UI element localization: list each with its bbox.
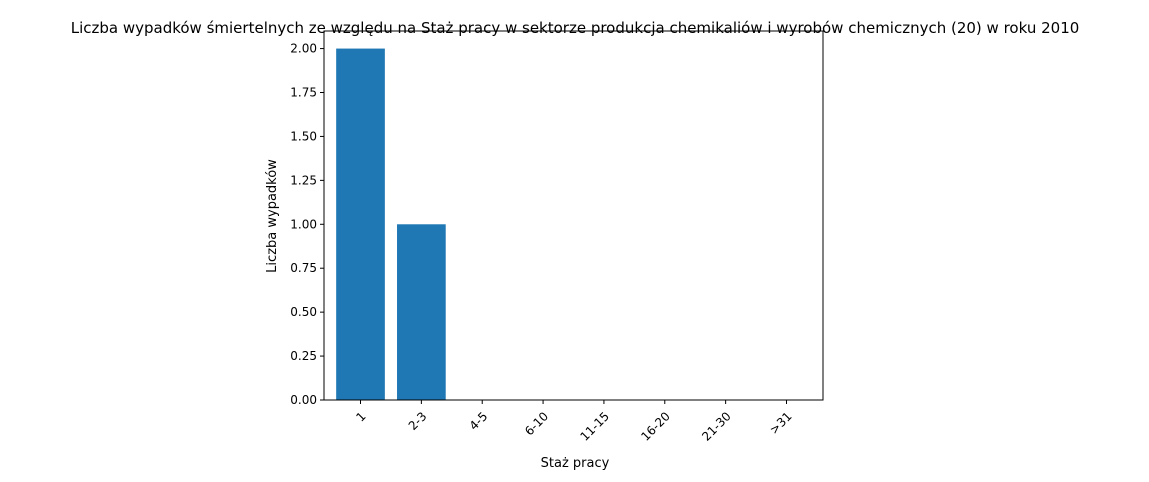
- bars-group: [336, 48, 446, 400]
- y-axis-label: Liczba wypadków: [265, 159, 280, 273]
- x-tick-label: 11-15: [577, 409, 612, 444]
- bar-1: [397, 224, 446, 400]
- x-tick-label: 2-3: [406, 409, 430, 433]
- y-tick-label: 0.00: [290, 393, 317, 407]
- y-tick-label: 1.25: [290, 173, 317, 187]
- x-axis-label: Staż pracy: [541, 456, 610, 471]
- y-tick-label: 0.50: [290, 305, 317, 319]
- y-tick-label: 1.75: [290, 86, 317, 100]
- x-tick-label: 1: [353, 409, 368, 424]
- x-tick-label: 21-30: [699, 409, 734, 444]
- x-tick-label: 4-5: [467, 409, 491, 433]
- bar-0: [336, 48, 385, 400]
- plot-frame: [323, 30, 824, 401]
- y-tick-label: 2.00: [290, 42, 317, 56]
- x-tick-label: 6-10: [522, 409, 551, 438]
- y-tick-label: 1.50: [290, 129, 317, 143]
- y-tick-label: 0.25: [290, 349, 317, 363]
- y-tick-label: 0.75: [290, 261, 317, 275]
- x-tick-label: 16-20: [638, 409, 673, 444]
- x-tick-label: >31: [767, 409, 795, 437]
- chart-title: Liczba wypadków śmiertelnych ze względu …: [71, 19, 1080, 37]
- y-axis: 0.00 0.25 0.50 0.75 1.00 1.25 1.50 1.75 2.00: [290, 42, 324, 407]
- x-axis: 1 2-3 4-5 6-10 11-15 16-20 21-30 >31: [353, 400, 795, 444]
- y-tick-label: 1.00: [290, 217, 317, 231]
